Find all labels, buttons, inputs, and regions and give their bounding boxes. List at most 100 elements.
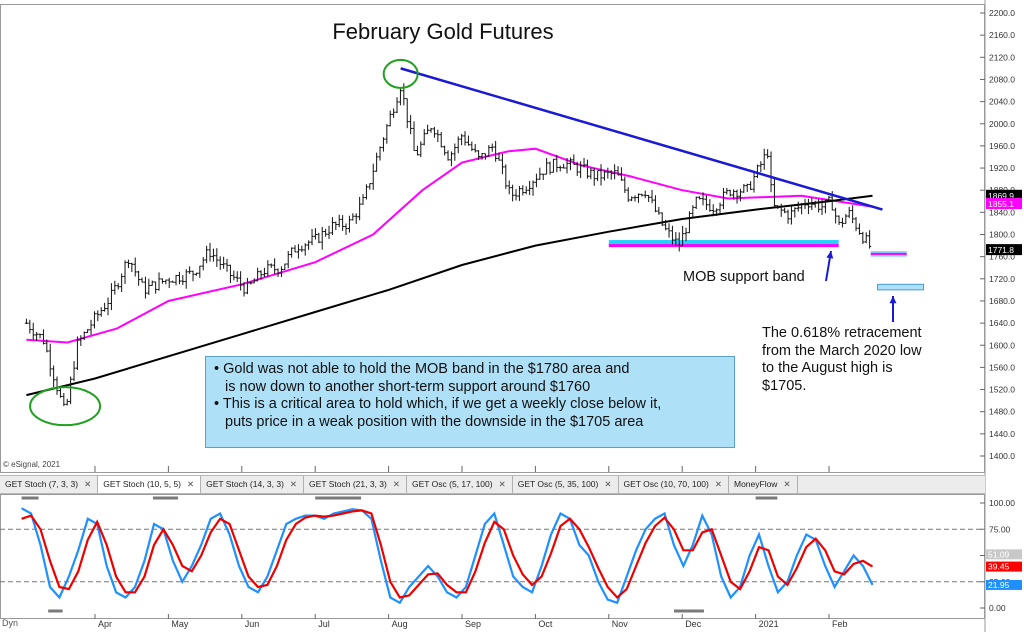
- ohlc-bar: [857, 223, 862, 235]
- ohlc-bar: [766, 149, 770, 159]
- tab-osc-10-70-100[interactable]: GET Osc (10, 70, 100) ✕: [619, 476, 729, 493]
- ohlc-bar: [636, 193, 641, 203]
- tab-stoch-10-5-5[interactable]: GET Stoch (10, 5, 5) ✕: [98, 476, 202, 493]
- ohlc-bar: [551, 158, 556, 173]
- ohlc-bar: [249, 281, 253, 285]
- chart-title: February Gold Futures: [332, 19, 553, 44]
- tab-osc-5-17-100[interactable]: GET Osc (5, 17, 100) ✕: [407, 476, 513, 493]
- ohlc-bar: [436, 129, 440, 143]
- ohlc-bar: [361, 194, 365, 205]
- ohlc-bar: [783, 207, 787, 214]
- ohlc-bar: [514, 189, 518, 201]
- tab-stoch-7-3-3[interactable]: GET Stoch (7, 3, 3) ✕: [0, 476, 99, 493]
- ohlc-bar: [674, 232, 678, 246]
- tab-stoch-14-3-3[interactable]: GET Stoch (14, 3, 3) ✕: [201, 476, 305, 493]
- ohlc-bar: [545, 157, 549, 175]
- x-tick-label: Oct: [538, 619, 553, 629]
- ohlc-bar: [157, 272, 161, 291]
- x-tick-label: Sep: [465, 619, 481, 629]
- ohlc-bar: [143, 276, 148, 299]
- ohlc-bar: [72, 360, 76, 382]
- ohlc-bar: [215, 248, 219, 267]
- ohlc-bar: [667, 223, 671, 238]
- ohlc-bar: [579, 161, 583, 178]
- x-tick-label: 2021: [759, 619, 779, 629]
- ohlc-bar: [640, 193, 644, 197]
- ohlc-bar: [75, 336, 80, 370]
- ohlc-bar: [599, 164, 603, 186]
- ohlc-bar: [344, 223, 348, 235]
- ohlc-bar: [109, 283, 114, 311]
- ohlc-bar: [456, 136, 460, 154]
- ohlc-bar: [626, 187, 630, 202]
- ohlc-bar: [721, 187, 726, 210]
- y-tick-label: 2080.0: [989, 74, 1015, 84]
- ohlc-bar: [45, 339, 49, 353]
- ohlc-bar: [728, 189, 732, 197]
- ohlc-bar: [619, 167, 624, 181]
- ohlc-bar: [273, 258, 277, 275]
- tab-moneyflow[interactable]: MoneyFlow ✕: [729, 476, 798, 493]
- ohlc-bar: [796, 201, 800, 212]
- ohlc-bar: [55, 376, 59, 395]
- ohlc-bar: [160, 278, 165, 284]
- tab-osc-5-35-100[interactable]: GET Osc (5, 35, 100) ✕: [513, 476, 619, 493]
- ohlc-bar: [96, 310, 100, 322]
- close-icon[interactable]: ✕: [498, 479, 506, 489]
- ohlc-bar: [106, 297, 110, 316]
- ohlc-bar: [861, 231, 865, 245]
- ohlc-bar: [623, 176, 627, 194]
- ohlc-bar: [810, 197, 814, 211]
- ohlc-bar: [171, 280, 175, 283]
- ohlc-bar: [800, 202, 804, 215]
- ohlc-bar: [854, 216, 858, 232]
- commentary-box: • Gold was not able to hold the MOB band…: [205, 356, 735, 448]
- ohlc-bar: [524, 186, 528, 195]
- retracement-line: $1705.: [762, 377, 807, 394]
- ohlc-bar: [460, 133, 464, 146]
- ohlc-bar: [28, 319, 32, 334]
- price-label-box: [986, 197, 1022, 209]
- close-icon[interactable]: ✕: [604, 479, 612, 489]
- ohlc-bar: [609, 169, 613, 180]
- ohlc-bar: [735, 189, 739, 204]
- ohlc-bar: [313, 228, 318, 240]
- ohlc-bar: [429, 127, 433, 133]
- ohlc-bar: [378, 146, 382, 161]
- y-tick-label: 1720.0: [989, 274, 1015, 284]
- tab-label: GET Stoch (21, 3, 3): [309, 479, 387, 489]
- close-icon[interactable]: ✕: [84, 479, 92, 489]
- tab-stoch-21-3-3[interactable]: GET Stoch (21, 3, 3) ✕: [304, 476, 407, 493]
- ohlc-bar: [490, 143, 494, 152]
- ohlc-bar: [840, 217, 845, 228]
- ohlc-bar: [351, 213, 355, 221]
- close-icon[interactable]: ✕: [392, 479, 400, 489]
- ohlc-bar: [500, 153, 505, 175]
- ohlc-bar: [446, 150, 450, 161]
- ohlc-bar: [205, 245, 209, 264]
- close-icon[interactable]: ✕: [714, 479, 722, 489]
- close-icon[interactable]: ✕: [187, 479, 195, 489]
- ohlc-bar: [732, 189, 736, 200]
- ohlc-bar: [521, 185, 525, 196]
- ohlc-bar: [239, 271, 243, 291]
- ohlc-bar: [589, 167, 593, 180]
- y-tick-label: 2040.0: [989, 97, 1015, 107]
- ohlc-bar: [41, 329, 46, 345]
- ohlc-bar: [232, 270, 236, 281]
- ohlc-bar: [432, 126, 437, 138]
- ohlc-bar: [528, 180, 532, 196]
- ohlc-bar: [116, 283, 120, 290]
- ohlc-bar: [633, 195, 637, 202]
- ohlc-bar: [864, 232, 868, 244]
- osc-value-text: 39.45: [988, 562, 1010, 572]
- close-icon[interactable]: ✕: [783, 479, 791, 489]
- x-tick-label: Aug: [392, 619, 408, 629]
- ohlc-bar: [494, 140, 498, 162]
- ohlc-bar: [463, 131, 467, 146]
- support-band-line: [870, 252, 907, 255]
- price-label: 1869.9: [986, 189, 1022, 201]
- x-tick-label: Jun: [245, 619, 260, 629]
- close-icon[interactable]: ✕: [289, 479, 298, 489]
- ohlc-bar: [130, 262, 134, 272]
